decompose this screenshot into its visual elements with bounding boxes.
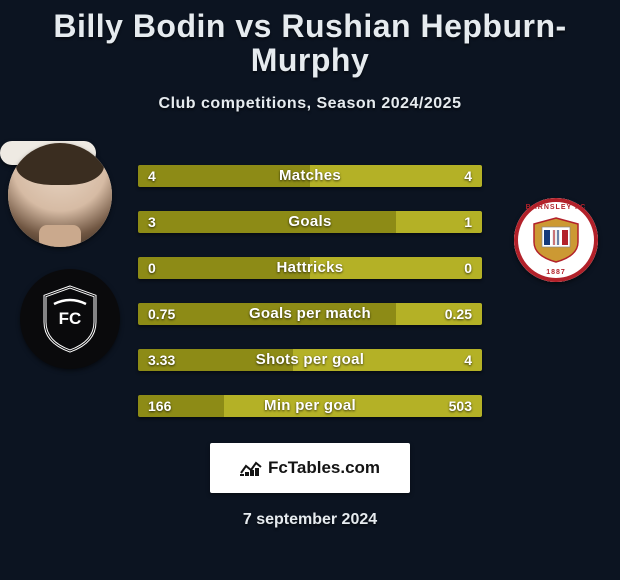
- stat-bar-left-fill: [138, 257, 310, 279]
- stat-bar: Matches44: [138, 165, 482, 187]
- stat-bar-left-fill: [138, 303, 396, 325]
- page-title: Billy Bodin vs Rushian Hepburn-Murphy: [8, 10, 612, 77]
- stat-bar: Shots per goal3.334: [138, 349, 482, 371]
- stat-bars: Matches44 Goals31 Hattricks00 Goals per mat…: [138, 165, 482, 417]
- crest-right-title: BARNSLEY FC: [514, 204, 598, 211]
- stat-bar: Goals per match0.750.25: [138, 303, 482, 325]
- stat-bar-right-fill: [396, 211, 482, 233]
- stat-bar: Hattricks00: [138, 257, 482, 279]
- date-label: 7 september 2024: [0, 511, 620, 529]
- stat-bar-right-fill: [224, 395, 482, 417]
- stat-bar-right-fill: [310, 257, 482, 279]
- stat-bar-left-fill: [138, 395, 224, 417]
- stat-bar-left-fill: [138, 211, 396, 233]
- subtitle: Club competitions, Season 2024/2025: [0, 95, 620, 113]
- club-crest-right: BARNSLEY FC 1887: [514, 198, 598, 282]
- fctables-icon: [240, 460, 262, 476]
- stat-bar: Goals31: [138, 211, 482, 233]
- stat-bar-right-fill: [310, 165, 482, 187]
- stat-bar-left-fill: [138, 349, 293, 371]
- player-left-photo: [8, 143, 112, 247]
- stat-bar-right-fill: [293, 349, 482, 371]
- stat-bar: Min per goal166503: [138, 395, 482, 417]
- stat-bar-right-fill: [396, 303, 482, 325]
- club-crest-left: FC: [20, 269, 120, 369]
- crest-right-year: 1887: [514, 269, 598, 276]
- crest-right-emblem: [528, 216, 584, 264]
- stat-bar-left-fill: [138, 165, 310, 187]
- comparison-panel: FC BARNSLEY FC: [0, 141, 620, 529]
- branding-badge: FcTables.com: [210, 443, 410, 493]
- branding-label: FcTables.com: [268, 458, 380, 478]
- shield-icon: FC: [40, 284, 100, 354]
- svg-text:FC: FC: [59, 309, 82, 328]
